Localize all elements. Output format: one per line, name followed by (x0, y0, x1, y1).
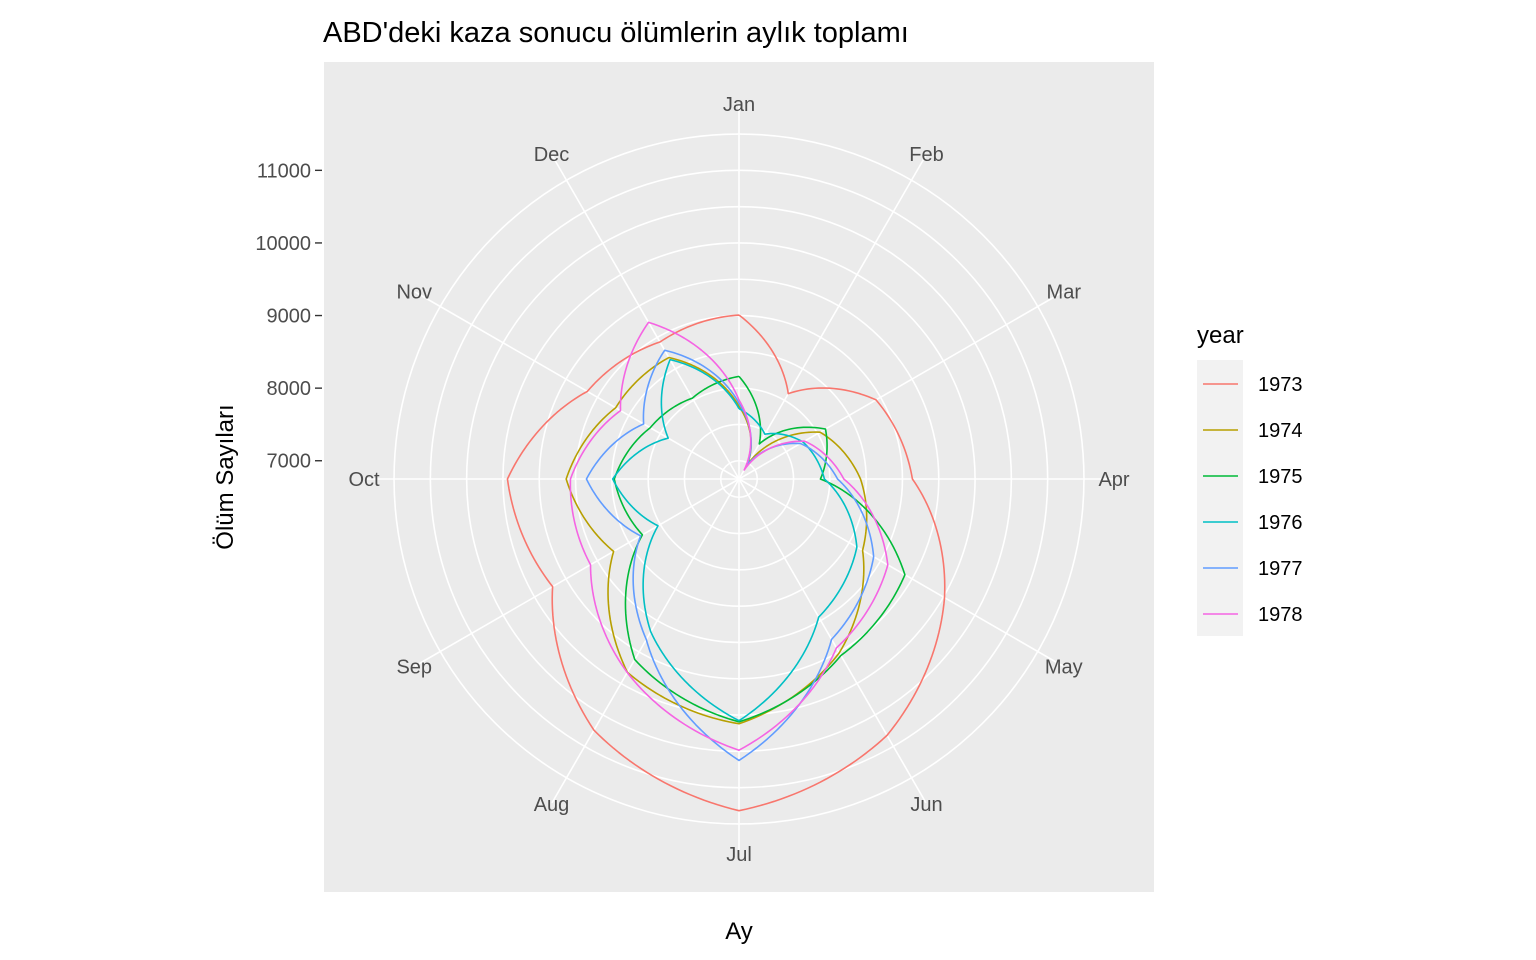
legend-label-1977: 1977 (1258, 558, 1303, 580)
series-line-1975 (613, 375, 906, 723)
grid-spoke (551, 154, 740, 480)
grid-spoke (738, 478, 927, 804)
month-label: Jun (910, 794, 942, 816)
series-line-1974 (565, 356, 868, 725)
legend-label-1976: 1976 (1258, 512, 1303, 534)
month-label: Feb (909, 144, 943, 166)
legend-key-background (1197, 360, 1243, 636)
y-tick-label: 10000 (255, 233, 311, 255)
series-line-1973 (506, 314, 946, 812)
grid-spoke (738, 154, 927, 480)
chart-title: ABD'deki kaza sonucu ölümlerin aylık top… (323, 17, 909, 49)
month-label: Oct (348, 469, 380, 491)
grid-spoke (414, 478, 740, 667)
month-label: Sep (396, 657, 432, 679)
series-line-1977 (585, 349, 875, 762)
month-label: Nov (396, 282, 432, 304)
grid-spoke (414, 291, 740, 480)
month-label: Dec (534, 144, 570, 166)
series-line-1978 (569, 321, 889, 752)
month-label: Aug (534, 794, 570, 816)
month-labels: Jan Feb Mar Apr May Jun Jul Aug Sep Oct Nov Dec (348, 94, 1129, 866)
x-axis-title: Ay (725, 918, 753, 945)
series-line-1976 (611, 358, 858, 722)
grid-spoke (551, 478, 740, 804)
grid-spoke (738, 478, 1064, 667)
polar-grid (365, 105, 1113, 853)
legend: year 1973 1974 1975 1976 1977 1978 (1197, 322, 1303, 636)
y-tick-label: 8000 (267, 378, 312, 400)
legend-label-1973: 1973 (1258, 374, 1303, 396)
month-label: Apr (1098, 469, 1129, 491)
series-lines (506, 314, 946, 812)
month-label: Jul (726, 844, 752, 866)
legend-title: year (1197, 322, 1244, 349)
legend-label-1978: 1978 (1258, 604, 1303, 626)
legend-label-1974: 1974 (1258, 420, 1303, 442)
y-tick-label: 7000 (267, 451, 312, 473)
y-axis-title: Ölüm Sayıları (212, 404, 239, 549)
y-tick-label: 9000 (267, 306, 312, 328)
legend-label-1975: 1975 (1258, 466, 1303, 488)
month-label: Jan (723, 94, 755, 116)
grid-spoke (738, 291, 1064, 480)
month-label: May (1045, 657, 1083, 679)
y-axis: 7000 8000 9000 10000 11000 (255, 160, 322, 473)
month-label: Mar (1047, 282, 1082, 304)
y-tick-label: 11000 (257, 160, 311, 182)
